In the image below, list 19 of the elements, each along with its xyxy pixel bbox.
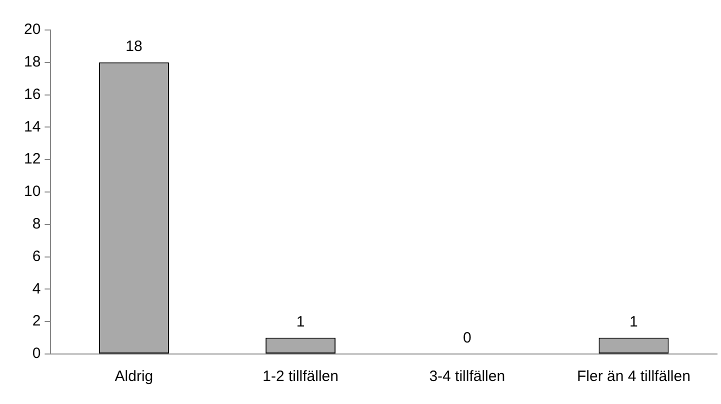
y-tick-label: 10	[24, 183, 41, 200]
data-label: 1	[630, 313, 638, 330]
data-label: 1	[296, 313, 305, 330]
x-tick-label: 3-4 tillfällen	[429, 368, 506, 386]
y-tick-label: 6	[32, 248, 41, 265]
data-label: 18	[126, 38, 142, 56]
y-tick-label: 0	[32, 345, 41, 362]
x-tick-label: Aldrig	[114, 368, 154, 386]
y-tick-label: 4	[32, 280, 41, 298]
y-tick-label: 14	[24, 118, 41, 136]
y-tick-label: 20	[24, 21, 41, 38]
x-tick-label: Fler än 4 tillfällen	[577, 368, 690, 386]
y-tick-label: 12	[24, 150, 41, 168]
y-tick-label: 8	[32, 216, 41, 233]
y-tick-label: 2	[32, 312, 41, 330]
y-tick-label: 18	[24, 54, 41, 71]
x-tick-label: 1-2 tillfällen	[262, 368, 338, 386]
y-tick-label: 16	[24, 86, 41, 103]
data-label: 0	[462, 330, 472, 347]
